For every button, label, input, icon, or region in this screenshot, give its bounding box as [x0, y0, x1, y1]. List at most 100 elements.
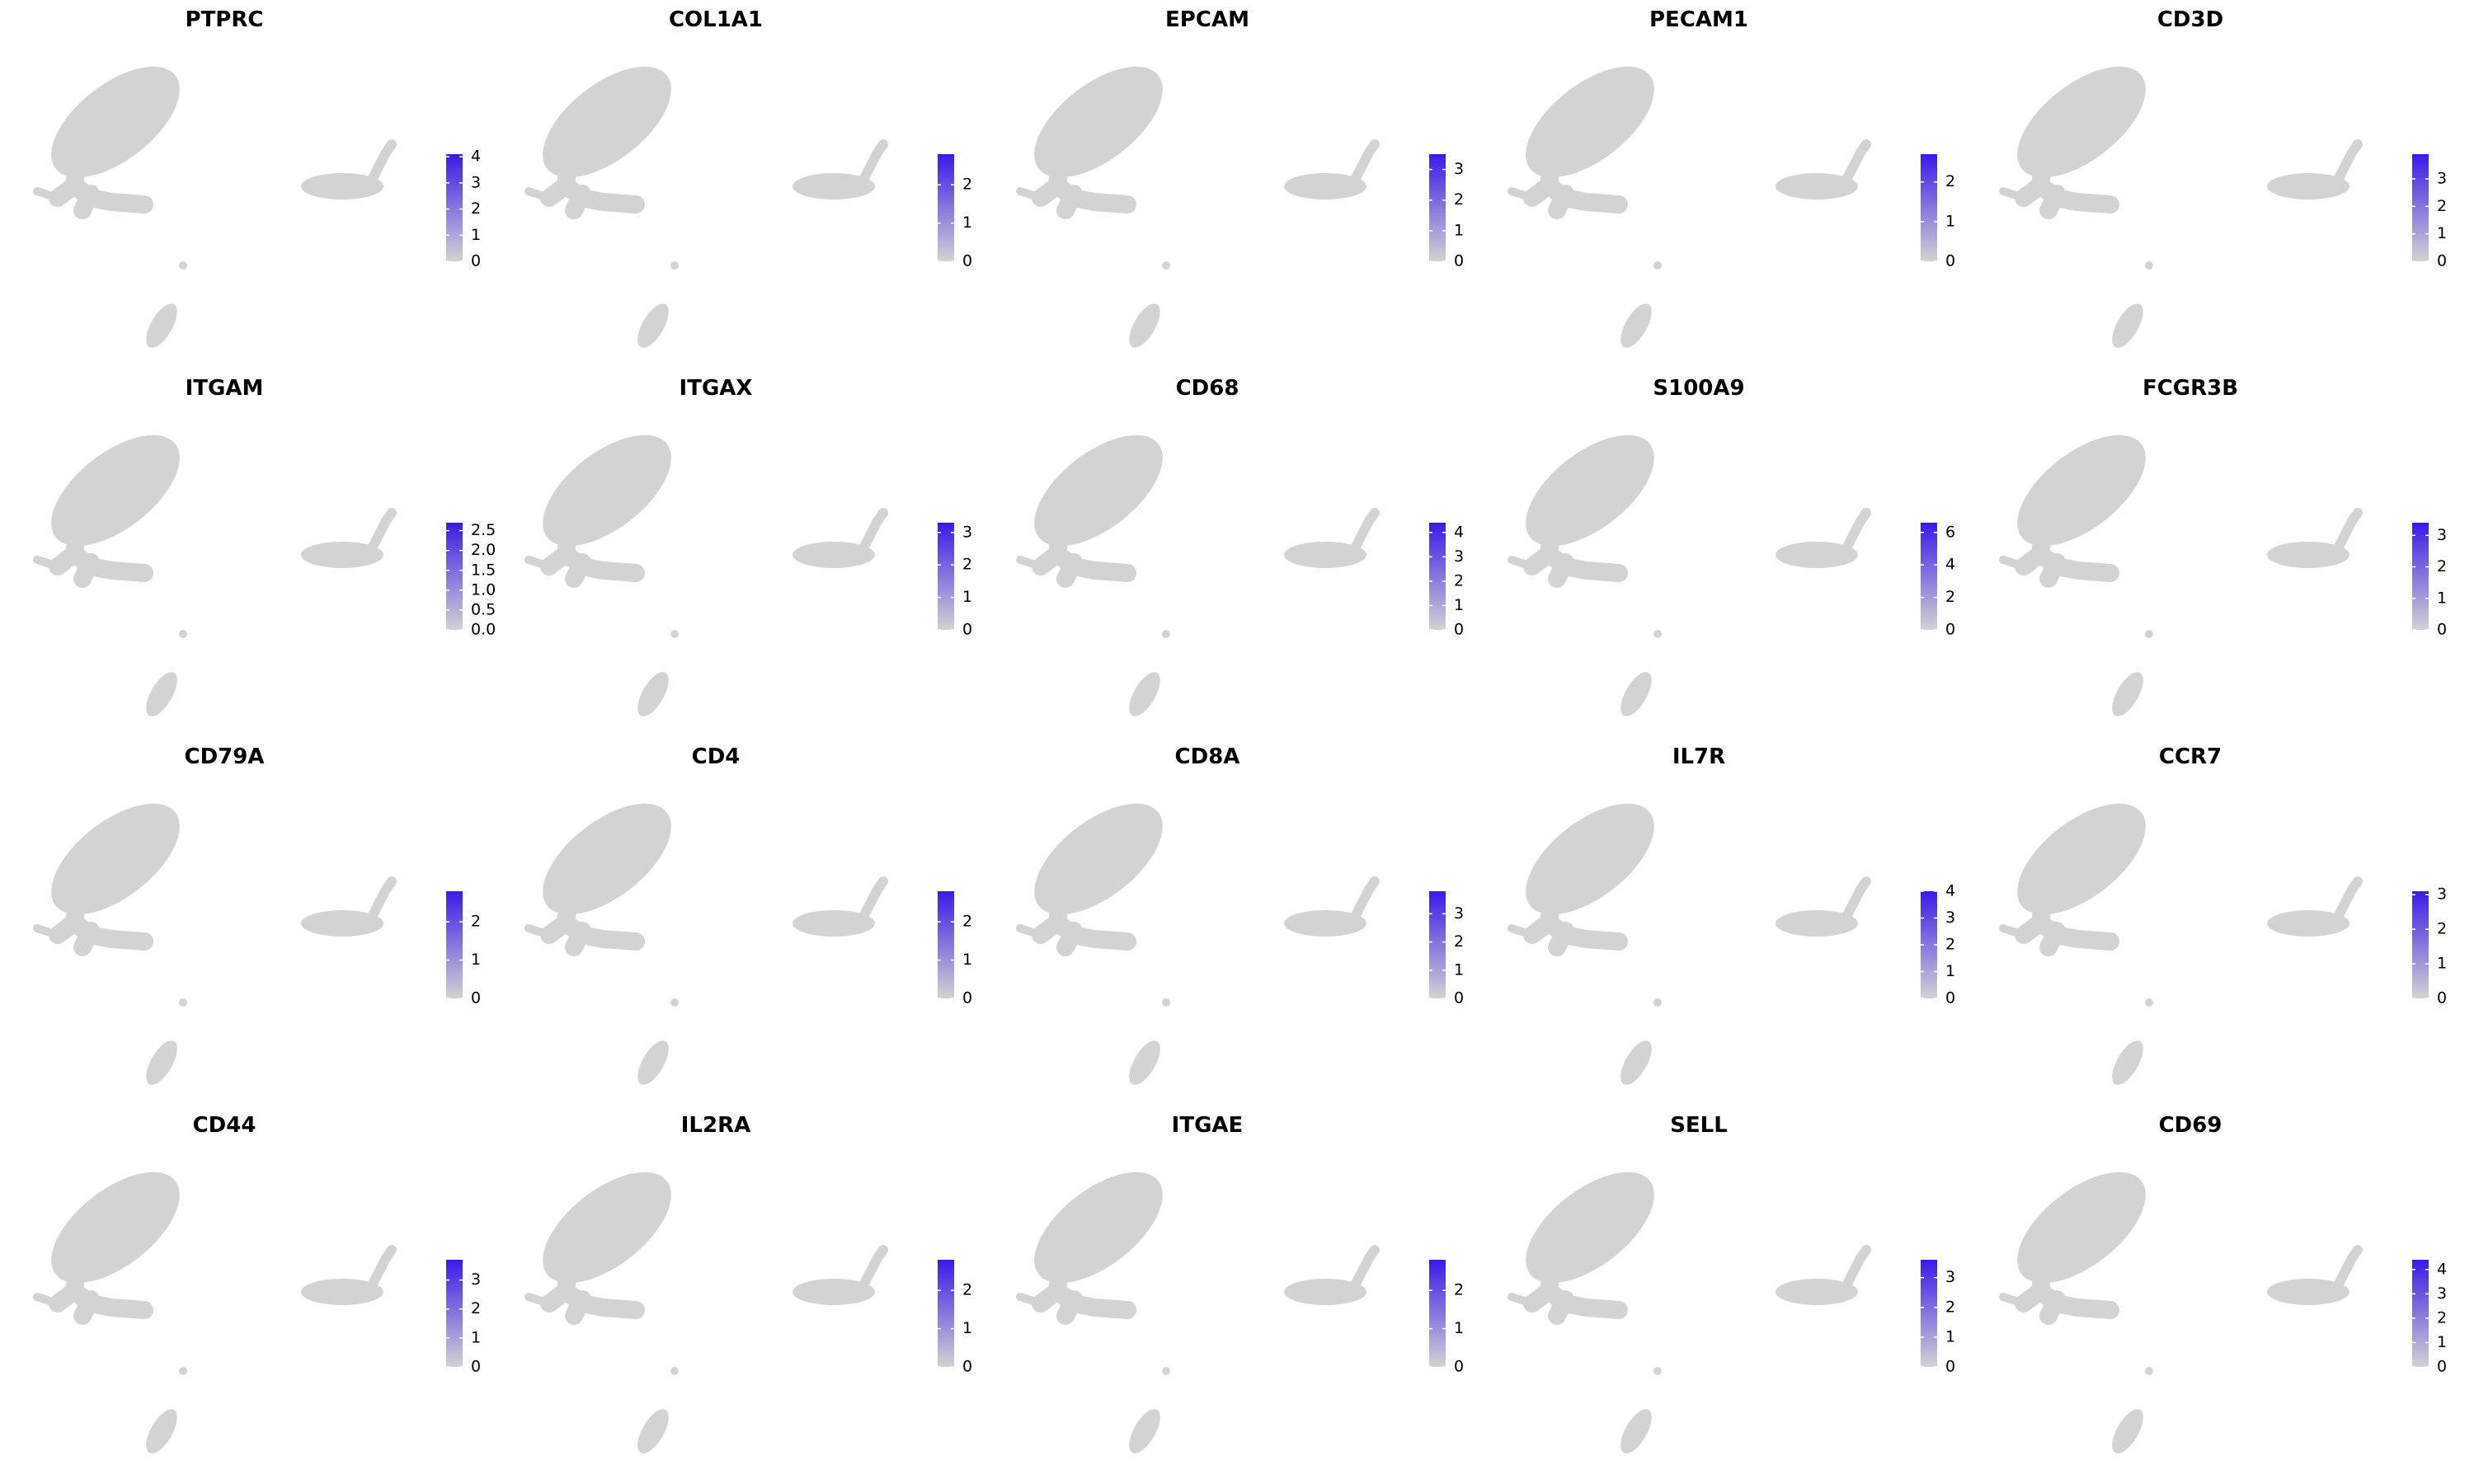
colorbar-tick-label: 0 [471, 252, 481, 270]
colorbar-tick-label: 3 [1454, 547, 1464, 566]
colorbar-tick-label: 0 [1454, 1358, 1464, 1376]
umap-cells [1998, 414, 2358, 721]
colorbar-tick-label: 0 [1945, 1358, 1955, 1376]
feature-panel: CD3D 0 1 2 3 [1998, 7, 2447, 352]
colorbar-tick-label: 0 [962, 252, 972, 270]
colorbar [1429, 1260, 1446, 1367]
colorbar-tick-label: 0.5 [471, 600, 496, 618]
feature-panel: EPCAM 0 1 2 3 [1015, 7, 1464, 352]
colorbar-tick-label: 1 [2437, 955, 2447, 973]
panel-title: CD79A [185, 744, 265, 769]
colorbar-tick-label: 0 [1454, 621, 1464, 639]
colorbar-tick-label: 2.0 [471, 541, 496, 559]
colorbar-tick-label: 3 [962, 523, 972, 541]
feature-panel: CCR7 0 1 2 3 [1998, 744, 2447, 1089]
feature-panel: CD44 0 1 2 3 [32, 1113, 481, 1458]
colorbar-tick-label: 3 [2437, 526, 2447, 544]
feature-panel: S100A9 0 2 4 6 [1507, 376, 1955, 721]
panel-title: CD69 [2159, 1113, 2222, 1138]
colorbar-tick-label: 1.0 [471, 580, 496, 599]
colorbar-tick-label: 2 [1945, 172, 1955, 190]
umap-cells [32, 1151, 392, 1458]
colorbar-tick-label: 2 [2437, 197, 2447, 215]
colorbar-tick-label: 2 [471, 1299, 481, 1317]
colorbar-tick-label: 1 [1945, 212, 1955, 230]
colorbar-tick-label: 0 [2437, 621, 2447, 639]
colorbar-tick-label: 4 [1454, 523, 1464, 541]
panel-title: ITGAM [186, 376, 264, 401]
colorbar-tick-label: 1 [2437, 589, 2447, 607]
colorbar-tick-label: 0 [962, 621, 972, 639]
colorbar-tick-label: 0 [2437, 252, 2447, 270]
colorbar-tick-label: 2 [2437, 920, 2447, 938]
colorbar-tick-label: 1 [1945, 962, 1955, 980]
umap-cells [1015, 45, 1375, 352]
panel-title: CD8A [1175, 744, 1240, 769]
colorbar [446, 891, 463, 998]
colorbar [1921, 1260, 1937, 1367]
feature-panel: ITGAX 0 1 2 3 [524, 376, 972, 721]
colorbar-tick-label: 1 [1454, 1319, 1464, 1337]
panel-title: IL2RA [681, 1113, 750, 1138]
feature-panel: FCGR3B 0 1 2 3 [1998, 376, 2447, 721]
colorbar [446, 523, 463, 630]
colorbar-tick-label: 1.5 [471, 561, 496, 579]
feature-panel: ITGAE 0 1 2 [1015, 1113, 1464, 1458]
umap-cells [1507, 414, 1866, 721]
colorbar-tick-label: 1 [1454, 960, 1464, 979]
feature-panel: COL1A1 0 1 2 [524, 7, 972, 352]
colorbar [1921, 891, 1937, 998]
colorbar-tick-label: 1 [2437, 1333, 2447, 1351]
colorbar-tick-label: 1 [471, 1328, 481, 1346]
colorbar-tick-label: 0 [962, 1358, 972, 1376]
colorbar-tick-label: 0 [471, 989, 481, 1007]
umap-cells [32, 45, 392, 352]
colorbar-tick-label: 3 [2437, 170, 2447, 188]
umap-cells [1998, 782, 2358, 1089]
colorbar-tick-label: 2 [2437, 1308, 2447, 1327]
colorbar [938, 154, 954, 261]
umap-cells [524, 782, 883, 1089]
colorbar-tick-label: 0 [1945, 252, 1955, 270]
panel-title: PECAM1 [1649, 7, 1748, 32]
feature-panel: CD68 0 1 2 3 4 [1015, 376, 1464, 721]
colorbar-tick-label: 3 [1945, 909, 1955, 927]
feature-panel: SELL 0 1 2 3 [1507, 1113, 1955, 1458]
umap-cells [1998, 45, 2358, 352]
colorbar [446, 1260, 463, 1367]
colorbar-tick-label: 3 [2437, 885, 2447, 904]
colorbar-tick-label: 2 [1945, 1298, 1955, 1316]
colorbar-tick-label: 0 [2437, 989, 2447, 1007]
umap-cells [32, 414, 392, 721]
colorbar-tick-label: 2 [962, 1281, 972, 1299]
feature-panel: PECAM1 0 1 2 [1507, 7, 1955, 352]
colorbar-tick-label: 2 [2437, 557, 2447, 575]
colorbar-tick-label: 1 [962, 1319, 972, 1337]
umap-cells [1507, 782, 1866, 1089]
umap-cells [1507, 45, 1866, 352]
colorbar-tick-label: 3 [2437, 1284, 2447, 1303]
panel-title: ITGAX [680, 376, 753, 401]
colorbar-tick-label: 3 [1454, 160, 1464, 178]
colorbar-tick-label: 1 [962, 951, 972, 969]
umap-cells [1015, 782, 1375, 1089]
colorbar-tick-label: 2 [471, 913, 481, 931]
colorbar [2412, 523, 2429, 630]
colorbar-tick-label: 0 [1454, 252, 1464, 270]
colorbar-tick-label: 1 [471, 951, 481, 969]
colorbar-tick-label: 2 [962, 913, 972, 931]
colorbar [938, 891, 954, 998]
colorbar [938, 523, 954, 630]
colorbar-tick-label: 1 [471, 226, 481, 244]
colorbar-tick-label: 1 [1454, 221, 1464, 239]
feature-panel: ITGAM 0.0 0.51.01.5 2.0 2.5 [32, 376, 496, 721]
feature-panel: IL7R 0 1 2 3 4 [1507, 744, 1955, 1089]
umap-cells [1015, 414, 1375, 721]
umap-cells [1015, 1151, 1375, 1458]
colorbar-tick-label: 1 [1454, 596, 1464, 614]
colorbar [1429, 891, 1446, 998]
colorbar-tick-label: 2 [962, 556, 972, 574]
colorbar-tick-label: 4 [471, 148, 481, 166]
colorbar-tick-label: 3 [471, 173, 481, 191]
